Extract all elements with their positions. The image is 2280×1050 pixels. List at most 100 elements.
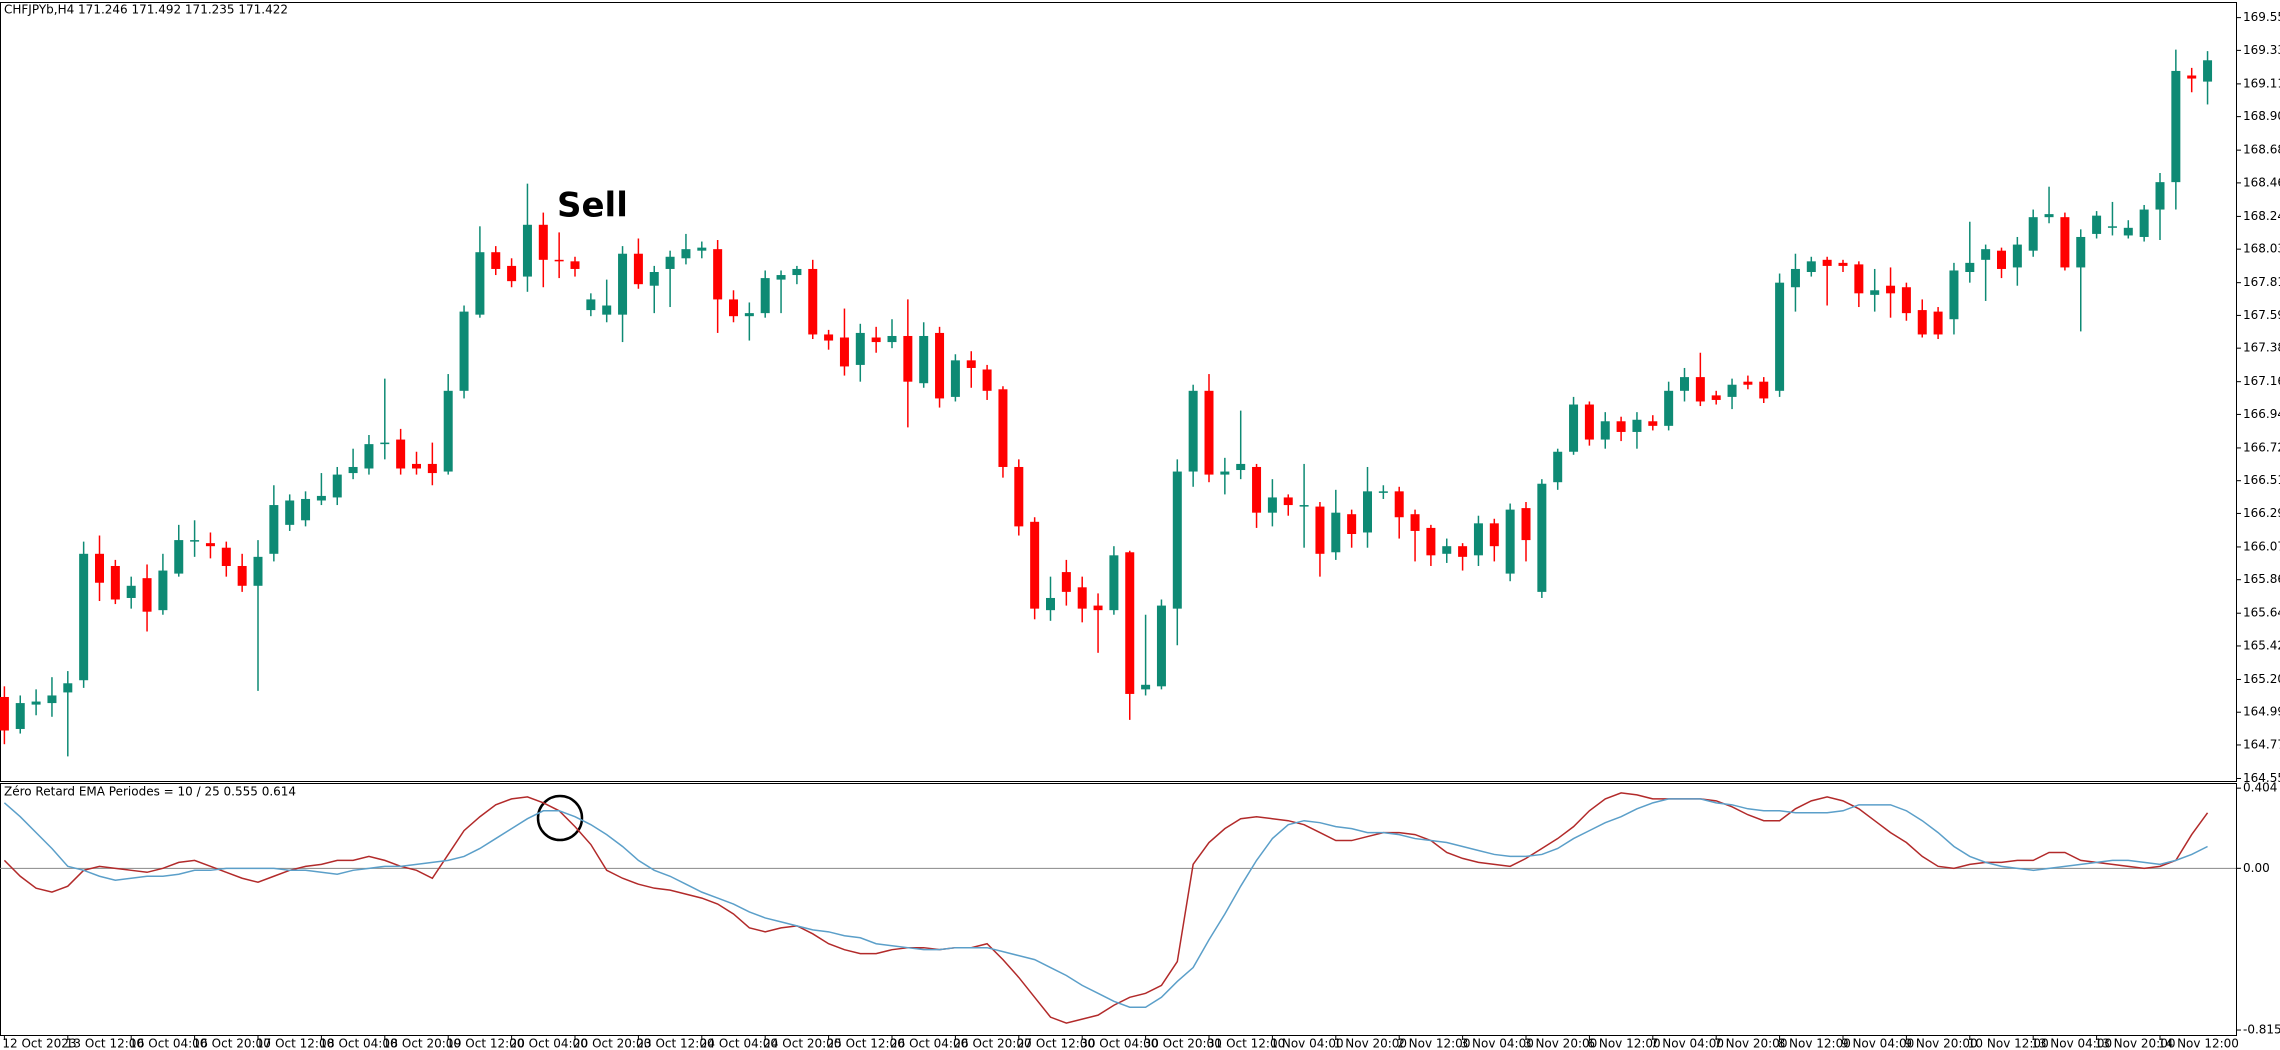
candle-body xyxy=(1711,395,1721,400)
candle-body xyxy=(2203,60,2213,82)
candle-body xyxy=(2012,244,2022,268)
y-tick-label: 166.510 xyxy=(2243,473,2280,487)
x-tick-label: 10 Nov 12:00 xyxy=(1968,1037,2049,1050)
candle-body xyxy=(253,556,263,586)
candle-body xyxy=(1315,506,1325,554)
candle-body xyxy=(1347,514,1357,534)
candle-body xyxy=(602,305,612,315)
candle-body xyxy=(1030,521,1040,609)
candle-body xyxy=(190,540,200,542)
candle-body xyxy=(2123,227,2133,236)
candle-body xyxy=(982,369,992,391)
candle-body xyxy=(95,553,104,583)
candle-body xyxy=(0,696,9,731)
candle-body xyxy=(443,390,453,472)
x-tick-label: 16 Oct 04:00 xyxy=(129,1037,207,1050)
y-tick-label: 164.555 xyxy=(2243,771,2280,785)
y-tick-label: 167.595 xyxy=(2243,308,2280,322)
candle-body xyxy=(744,313,754,317)
y-tick-label: 165.860 xyxy=(2243,572,2280,586)
candle-body xyxy=(1569,404,1579,452)
y-tick-label: 168.030 xyxy=(2243,242,2280,256)
candle-body xyxy=(1204,390,1214,475)
x-tick-label: 23 Oct 12:00 xyxy=(636,1037,714,1050)
candle-body xyxy=(1077,587,1087,609)
candle-body xyxy=(522,224,532,277)
candle-body xyxy=(63,683,73,693)
x-tick-label: 30 Oct 20:00 xyxy=(1144,1037,1222,1050)
x-tick-label: 25 Oct 12:00 xyxy=(827,1037,905,1050)
candle-body xyxy=(2060,217,2070,268)
candle-body xyxy=(459,311,469,391)
y-tick-label: 167.810 xyxy=(2243,275,2280,289)
candle-body xyxy=(1759,381,1769,399)
candle-body xyxy=(1521,508,1531,541)
candle-body xyxy=(1886,285,1896,294)
candle-body xyxy=(1838,262,1848,266)
candle-body xyxy=(1632,419,1642,432)
x-tick-label: 31 Oct 12:00 xyxy=(1207,1037,1285,1050)
y-tick-label: 167.160 xyxy=(2243,374,2280,388)
candle-body xyxy=(2155,182,2165,210)
candle-body xyxy=(919,335,929,384)
candle-body xyxy=(126,585,136,598)
x-tick-label: 9 Nov 04:00 xyxy=(1841,1037,1914,1050)
price-panel xyxy=(0,2,2237,782)
candle-body xyxy=(1616,421,1626,432)
candle-body xyxy=(1267,497,1277,513)
x-tick-label: 30 Oct 04:00 xyxy=(1080,1037,1158,1050)
x-tick-label: 7 Nov 04:00 xyxy=(1651,1037,1724,1050)
candle-body xyxy=(586,299,596,311)
x-tick-label: 3 Nov 04:00 xyxy=(1461,1037,1534,1050)
y-tick-label: 168.245 xyxy=(2243,209,2280,223)
candle-body xyxy=(2076,236,2086,268)
candle-body xyxy=(633,253,643,285)
candle-body xyxy=(269,505,279,554)
indicator-title: Zéro Retard EMA Periodes = 10 / 25 0.555… xyxy=(4,785,296,799)
candle-body xyxy=(871,337,881,343)
candle-body xyxy=(1172,471,1182,609)
y-tick-label: 165.640 xyxy=(2243,606,2280,620)
x-tick-label: 7 Nov 20:00 xyxy=(1714,1037,1787,1050)
candle-body xyxy=(396,439,406,469)
candle-body xyxy=(1125,552,1135,694)
candle-body xyxy=(1141,684,1151,690)
y-tick-label: 0.404 xyxy=(2243,781,2277,795)
candle-body xyxy=(1854,264,1864,294)
y-tick-label: 0.00 xyxy=(2243,861,2270,875)
candle-body xyxy=(2187,75,2197,79)
x-tick-label: 9 Nov 20:00 xyxy=(1904,1037,1977,1050)
indicator-line xyxy=(3,792,2209,1024)
indicator-panel xyxy=(0,783,2237,1036)
candle-body xyxy=(824,334,834,341)
candle-body xyxy=(792,268,802,276)
candle-body xyxy=(649,272,659,286)
candle-body xyxy=(237,565,247,586)
y-tick-label: 165.425 xyxy=(2243,638,2280,652)
y-tick-label: -0.815 xyxy=(2243,1023,2280,1037)
candle-body xyxy=(839,337,849,367)
candle-body xyxy=(301,498,311,521)
candle-body xyxy=(697,247,707,251)
x-tick-label: 2 Nov 12:00 xyxy=(1397,1037,1470,1050)
x-tick-label: 6 Nov 12:00 xyxy=(1587,1037,1660,1050)
x-tick-label: 13 Oct 12:00 xyxy=(66,1037,144,1050)
candle-body xyxy=(1933,311,1943,335)
candle-body xyxy=(1363,491,1372,533)
x-tick-label: 18 Oct 20:00 xyxy=(383,1037,461,1050)
candle-body xyxy=(1775,282,1785,391)
x-tick-label: 16 Oct 20:00 xyxy=(193,1037,271,1050)
candle-body xyxy=(966,360,976,368)
candle-body xyxy=(1426,527,1436,556)
candle-body xyxy=(380,442,390,445)
x-tick-label: 13 Nov 20:00 xyxy=(2095,1037,2176,1050)
candle-body xyxy=(427,463,437,474)
x-tick-label: 19 Oct 12:00 xyxy=(446,1037,524,1050)
candle-body xyxy=(491,252,501,269)
candle-body xyxy=(507,265,517,282)
candle-body xyxy=(776,275,786,280)
candle-body xyxy=(1537,483,1547,592)
y-tick-label: 167.380 xyxy=(2243,341,2280,355)
